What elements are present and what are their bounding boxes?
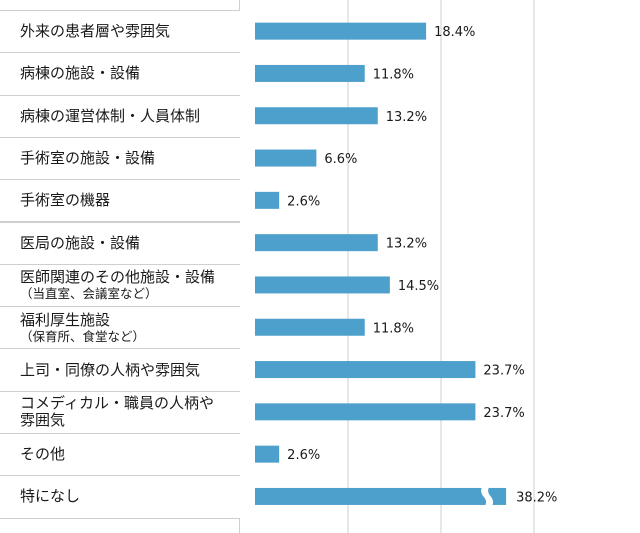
value-label: 13.2% [386, 110, 427, 125]
category-label-text: 上司・同僚の人柄や雰囲気 [20, 360, 201, 379]
value-label: 14.5% [398, 279, 439, 294]
bar [255, 22, 427, 40]
category-label: その他 [0, 433, 240, 477]
value-label: 18.4% [434, 25, 475, 40]
category-label-text: 手術室の施設・設備 [20, 149, 156, 168]
category-label: 病棟の運営体制・人員体制 [0, 94, 240, 138]
value-label: 2.6% [287, 448, 320, 463]
bar [255, 276, 390, 294]
bar [255, 318, 365, 336]
bar [255, 403, 476, 421]
bar [255, 149, 317, 167]
bar [255, 487, 507, 505]
axis-break-mark [481, 484, 494, 509]
category-label-text: 外来の患者層や雰囲気 [20, 22, 171, 41]
category-label: 外来の患者層や雰囲気 [0, 10, 240, 54]
category-label-text: その他 [20, 445, 66, 464]
value-label: 6.6% [324, 152, 357, 167]
bar [255, 191, 280, 209]
category-label: 福利厚生施設 （保育所、食堂など） [0, 306, 240, 350]
category-label-subtext: 雰囲気 [20, 411, 66, 430]
value-label: 38.2% [516, 490, 557, 505]
category-label: 特になし [0, 475, 240, 519]
category-label-panel: 外来の患者層や雰囲気 病棟の施設・設備病棟の運営体制・人員体制 手術室の施設・設備手… [0, 0, 240, 533]
category-label-subtext: （保育所、食堂など） [20, 328, 146, 344]
value-label: 23.7% [483, 364, 524, 379]
bar [255, 107, 378, 125]
value-label: 2.6% [287, 194, 320, 209]
value-label: 11.8% [373, 321, 414, 336]
bar [255, 234, 378, 252]
category-label-text: 医師関連のその他施設・設備 [20, 268, 216, 287]
category-label-text: コメディカル・職員の人柄や [20, 394, 214, 413]
category-label-text: 医局の施設・設備 [20, 233, 141, 252]
bar [255, 445, 280, 463]
value-label: 13.2% [386, 237, 427, 252]
value-label: 11.8% [373, 67, 414, 82]
category-label: 医師関連のその他施設・設備 （当直室、会議室など） [0, 263, 240, 308]
category-label: コメディカル・職員の人柄や 雰囲気 [0, 390, 240, 434]
category-label: 上司・同僚の人柄や雰囲気 [0, 348, 240, 392]
category-label: 手術室の機器 [0, 179, 240, 223]
category-label: 病棟の施設・設備 [0, 52, 240, 96]
value-label: 23.7% [483, 406, 524, 421]
category-label-text: 特になし [20, 487, 81, 506]
category-label: 手術室の施設・設備 [0, 136, 240, 181]
category-label-subtext: （当直室、会議室など） [20, 286, 158, 302]
bar [255, 361, 476, 379]
category-label-text: 福利厚生施設 [20, 310, 111, 329]
category-label-text: 病棟の運営体制・人員体制 [20, 106, 201, 125]
category-label-text: 手術室の機器 [20, 191, 111, 210]
category-label-text: 病棟の施設・設備 [20, 64, 141, 83]
bar [255, 64, 365, 82]
